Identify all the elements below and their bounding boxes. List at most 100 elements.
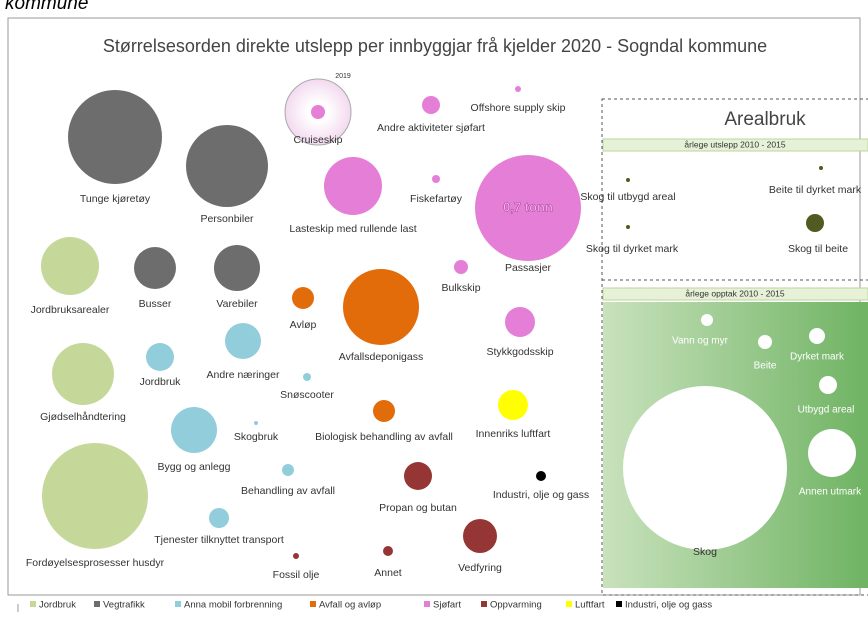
- legend-swatch: [175, 601, 181, 607]
- bubble-label: Busser: [139, 298, 172, 310]
- uptake-circle: [623, 386, 787, 550]
- bubble-label: Tjenester tilknyttet transport: [154, 534, 284, 546]
- bubble: [209, 508, 229, 528]
- uptake-label: Skog: [693, 546, 717, 558]
- bubble-label: Skogbruk: [234, 431, 279, 443]
- bubble: [454, 260, 468, 274]
- bubble: [383, 546, 393, 556]
- bubble: [373, 400, 395, 422]
- bubble-label: Gjødselhåndtering: [40, 411, 126, 423]
- uptake-circle: [808, 429, 856, 477]
- arealbruk-box: [601, 98, 868, 596]
- arealbruk-title: Arealbruk: [724, 109, 806, 130]
- bubble-label: Innenriks luftfart: [476, 428, 551, 440]
- legend-label: Sjøfart: [433, 600, 461, 611]
- uptake-circle: [819, 376, 837, 394]
- bubble-label: Avløp: [290, 319, 317, 331]
- bubble-label: Andre aktiviteter sjøfart: [377, 122, 485, 134]
- bubble-label: Behandling av avfall: [241, 485, 335, 497]
- bubble: [422, 96, 440, 114]
- bubble-value: 0,7 tonn: [503, 199, 553, 214]
- bubble: [343, 269, 419, 345]
- bubble: [146, 343, 174, 371]
- bubble-label: Fossil olje: [273, 569, 320, 581]
- bubble: [171, 407, 217, 453]
- bubble-label: Passasjer: [505, 262, 552, 274]
- fragment: kommune: [5, 0, 88, 14]
- emission-label: Skog til beite: [788, 243, 848, 255]
- bubble: [303, 373, 311, 381]
- bubble-label: Jordbruk: [140, 376, 182, 388]
- bubble-note: 2019: [335, 73, 351, 80]
- bubble-label: Biologisk behandling av avfall: [315, 431, 453, 443]
- uptake-circle: [809, 328, 825, 344]
- emission-dot: [806, 214, 824, 232]
- emission-label: Beite til dyrket mark: [769, 184, 862, 196]
- bubble: [42, 443, 148, 549]
- bubble: [292, 287, 314, 309]
- bubble: [52, 343, 114, 405]
- title: Størrelsesorden direkte utslepp per innb…: [103, 36, 767, 56]
- bubble-label: Cruiseskip: [293, 134, 342, 146]
- bubble: [134, 247, 176, 289]
- uptake-label: Beite: [754, 361, 777, 372]
- bubble: [282, 464, 294, 476]
- bubble-label: Bulkskip: [441, 282, 480, 294]
- emission-label: Skog til utbygd areal: [580, 191, 675, 203]
- band: [602, 138, 868, 152]
- legend-label: Anna mobil forbrenning: [184, 600, 282, 611]
- legend-swatch: [94, 601, 100, 607]
- bubble-label: Industri, olje og gass: [493, 489, 589, 501]
- bubble: [254, 421, 258, 425]
- legend-label: Industri, olje og gass: [625, 600, 712, 611]
- band: [602, 287, 868, 301]
- emission-dot: [626, 225, 630, 229]
- legend-swatch: [30, 601, 36, 607]
- uptake-label: Vann og myr: [672, 336, 729, 347]
- bubble-label: Varebiler: [216, 298, 258, 310]
- uptake-label: Dyrket mark: [790, 352, 845, 363]
- bubble-label: Snøscooter: [280, 389, 334, 401]
- bubble: [311, 105, 325, 119]
- legend-swatch: [616, 601, 622, 607]
- bubble: [536, 471, 546, 481]
- bubble: [498, 390, 528, 420]
- bubble-label: Avfallsdeponigass: [339, 351, 423, 363]
- bubble: [432, 175, 440, 183]
- bubble: [505, 307, 535, 337]
- legend-swatch: [310, 601, 316, 607]
- bubble-label: Fordøyelsesprosesser husdyr: [26, 557, 165, 569]
- uptake-circle: [701, 314, 713, 326]
- legend-label: Luftfart: [575, 600, 605, 611]
- bubble: [41, 237, 99, 295]
- uptake-circle: [758, 335, 772, 349]
- bubble-label: Lasteskip med rullende last: [289, 223, 416, 235]
- band-label: årlege utslepp 2010 - 2015: [684, 139, 785, 149]
- bubble: [293, 553, 299, 559]
- bubble-label: Jordbruksarealer: [31, 304, 110, 316]
- bubble: [324, 157, 382, 215]
- legend-swatch: [566, 601, 572, 607]
- band-label: årlege opptak 2010 - 2015: [685, 288, 785, 298]
- legend-swatch: [481, 601, 487, 607]
- bubble-label: Vedfyring: [458, 562, 502, 574]
- bubble-label: Fiskefartøy: [410, 193, 463, 205]
- bubble: [515, 86, 521, 92]
- bubble: [475, 155, 581, 261]
- bubble: [225, 323, 261, 359]
- bubble: [463, 519, 497, 553]
- bubble-label: Andre næringer: [207, 369, 280, 381]
- bubble: [214, 245, 260, 291]
- legend-label: Avfall og avløp: [319, 600, 381, 611]
- bubble-label: Bygg og anlegg: [158, 461, 231, 473]
- bubble-label: Propan og butan: [379, 502, 457, 514]
- legend-swatch: [424, 601, 430, 607]
- uptake-label: Utbygd areal: [798, 405, 855, 416]
- bubble: [404, 462, 432, 490]
- bubble-label: Annet: [374, 567, 402, 579]
- bubble-label: Offshore supply skip: [471, 102, 566, 114]
- legend-label: Vegtrafikk: [103, 600, 145, 611]
- bubble: [68, 90, 162, 184]
